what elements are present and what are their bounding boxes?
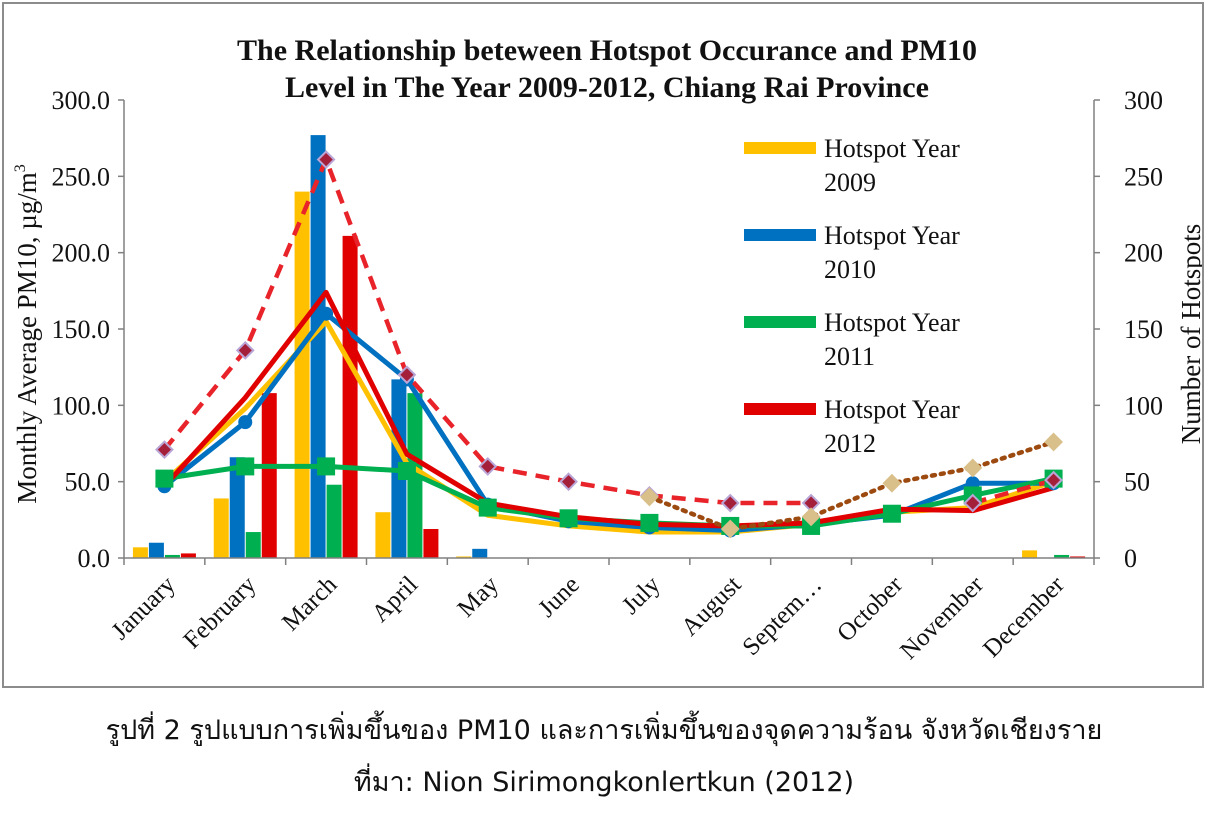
x-tick-label: June (533, 571, 584, 622)
y2-tick-label: 100 (1124, 391, 1163, 420)
bar-3-12 (1054, 554, 1070, 558)
line-series-3-point (155, 469, 174, 488)
bar-2-3 (310, 135, 326, 558)
y-tick-label: 200.0 (52, 239, 111, 268)
chart-title-line-2: Level in The Year 2009-2012, Chiang Rai … (285, 71, 929, 104)
line-series-5 (162, 157, 812, 506)
legend-label-3-line-1: Hotspot Year (824, 308, 960, 337)
line-series-5-point (397, 365, 417, 385)
y-tick-label: 100.0 (52, 391, 111, 420)
bar-3-2 (245, 532, 261, 558)
y2-tick-label: 300 (1124, 86, 1163, 115)
line-series-5-point (155, 440, 174, 460)
bar-4-1 (180, 553, 196, 558)
y-tick-label: 300.0 (52, 86, 111, 115)
bar-2-2 (229, 457, 245, 558)
line-series-5 (972, 477, 1055, 506)
x-tick-label: December (978, 571, 1070, 663)
bar-3-1 (164, 554, 180, 558)
figure-source: ที่มา: Nion Sirimongkonlertkun (2012) (353, 767, 855, 798)
line-series-6-point (963, 458, 983, 478)
legend-label-4-line-1: Hotspot Year (824, 395, 960, 424)
legend-swatch-4 (744, 403, 816, 415)
y2-tick-label: 200 (1124, 239, 1163, 268)
chart-frame: The Relationship beteween Hotspot Occura… (2, 2, 1204, 688)
bar-1-5 (456, 556, 472, 558)
bar-4-4 (423, 528, 439, 558)
y2-tick-label: 150 (1124, 315, 1163, 344)
x-tick-label: November (895, 571, 989, 665)
y2-tick-label: 250 (1124, 162, 1163, 191)
line-series-5-point (478, 456, 498, 476)
line-series-6 (647, 439, 1056, 532)
line-series-3-point (882, 504, 901, 523)
y2-axis-title: Number of Hotspots (1176, 224, 1202, 444)
combo-chart: The Relationship beteween Hotspot Occura… (12, 34, 1202, 665)
line-series-5-point (235, 340, 255, 360)
x-tick-label: Septem… (738, 571, 828, 661)
bar-1-1 (132, 547, 148, 558)
bar-4-12 (1070, 556, 1086, 558)
x-tick-label: March (277, 571, 343, 637)
bar-4-3 (342, 235, 358, 558)
x-tick-label: October (832, 571, 909, 648)
y-tick-label: 150.0 (52, 315, 111, 344)
bar-1-3 (294, 191, 310, 558)
y-axis-title-superscript: 3 (12, 164, 29, 172)
chart-title-line-1: The Relationship beteween Hotspot Occura… (237, 34, 977, 67)
x-tick-label: July (617, 571, 666, 620)
line-series-2-point (238, 415, 253, 430)
line-series-3-point (559, 509, 578, 528)
y-tick-label: 50.0 (65, 468, 111, 497)
line-series-4 (162, 289, 1055, 529)
legend-swatch-1 (744, 142, 816, 154)
line-series-6-point (1044, 432, 1063, 452)
line-series-5-point (559, 472, 578, 492)
legend-label-4-line-2: 2012 (824, 429, 876, 458)
bar-2-1 (148, 542, 164, 558)
legend-swatch-2 (744, 229, 816, 241)
line-series-6-point (640, 487, 659, 507)
x-tick-label: April (367, 571, 423, 627)
y-axis-title-main: Monthly Average PM10, µg/m (12, 172, 42, 504)
line-series-5-point (316, 150, 336, 169)
line-series-2-point (319, 306, 334, 321)
y-tick-label: 250.0 (52, 162, 111, 191)
line-series-5-point (1044, 470, 1063, 490)
legend-label-2-line-1: Hotspot Year (824, 221, 960, 250)
line-series-6-point (801, 507, 821, 527)
x-tick-label: August (676, 571, 746, 641)
bar-3-3 (326, 484, 342, 558)
line-series-5-point (963, 493, 983, 513)
bar-4-2 (261, 393, 277, 558)
figure-caption: รูปที่ 2 รูปแบบการเพิ่มขึ้นของ PM10 และก… (105, 715, 1103, 746)
line-series-3-point (236, 457, 255, 476)
x-tick-label: January (107, 571, 181, 645)
legend-label-3-line-2: 2011 (824, 342, 875, 371)
bar-1-4 (375, 512, 391, 558)
line-series-3-point (397, 461, 416, 480)
y2-tick-label: 50 (1124, 468, 1150, 497)
line-series-6-point (720, 519, 740, 539)
bar-1-2 (213, 498, 229, 558)
legend-label-2-line-2: 2010 (824, 255, 876, 284)
x-tick-label: February (179, 571, 262, 654)
line-series-3-point (478, 498, 497, 517)
line-series-3-point (317, 457, 336, 476)
line-series-6-point (882, 473, 902, 493)
y-axis-title: Monthly Average PM10, µg/m3 (12, 164, 42, 504)
y-tick-label: 0.0 (78, 544, 111, 573)
legend-swatch-3 (744, 316, 816, 328)
x-tick-label: May (452, 571, 504, 623)
legend-label-1-line-2: 2009 (824, 168, 876, 197)
bar-2-5 (472, 548, 488, 558)
legend-label-1-line-1: Hotspot Year (824, 134, 960, 163)
bar-1-12 (1022, 550, 1038, 558)
y2-tick-label: 0 (1124, 544, 1137, 573)
line-series-3-point (640, 513, 659, 532)
line-series-5-point (720, 493, 740, 513)
